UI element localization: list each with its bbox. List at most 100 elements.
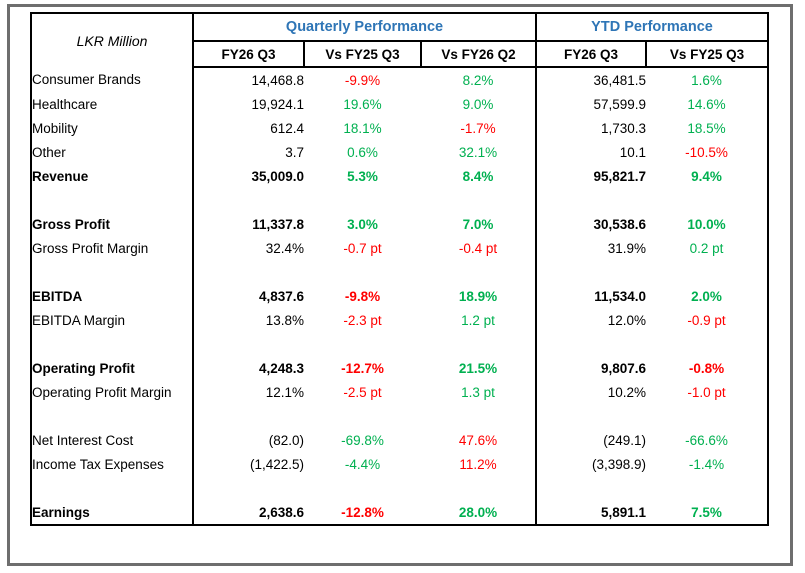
value-cell [421, 476, 538, 500]
value-cell [536, 476, 646, 500]
value-cell: 1.2 pt [421, 308, 538, 332]
row-label: Healthcare [31, 92, 194, 116]
row-label: Mobility [31, 116, 194, 140]
value-cell: -0.4 pt [421, 236, 538, 260]
value-cell: 18.1% [343, 120, 382, 136]
value-cell: 3.7 [285, 144, 304, 160]
value-cell [304, 332, 421, 356]
value-cell: 1,730.3 [600, 120, 647, 136]
value-cell: 18.5% [687, 120, 726, 136]
value-cell: (3,398.9) [591, 456, 647, 472]
value-cell [536, 332, 646, 356]
value-cell [536, 188, 646, 212]
value-cell: 95,821.7 [593, 168, 647, 184]
spacer-row [31, 332, 768, 356]
value-cell [421, 260, 538, 284]
ytd-performance-header: YTD Performance [591, 19, 713, 35]
value-cell: (82.0) [268, 432, 304, 448]
value-cell: 31.9% [607, 240, 647, 256]
value-cell [304, 260, 421, 284]
value-cell [193, 332, 304, 356]
value-cell: -9.9% [344, 72, 381, 88]
value-cell: -10.5% [685, 144, 728, 160]
row-label: Income Tax Expenses [31, 452, 194, 476]
value-cell [193, 476, 304, 500]
row-label: Gross Profit [31, 212, 194, 236]
units-label: LKR Million [31, 13, 194, 67]
value-cell [646, 188, 768, 212]
value-cell: -69.8% [341, 432, 384, 448]
row-label: EBITDA [31, 284, 194, 308]
value-cell: 9,807.6 [600, 360, 647, 376]
value-cell: 35,009.0 [251, 168, 304, 184]
spacer-row [31, 404, 768, 428]
value-cell: 19.6% [343, 96, 382, 112]
data-row: Revenue 35,009.0 5.3% 8.4% 95,821.7 9.4% [31, 164, 768, 188]
value-cell: 5.3% [347, 168, 378, 184]
value-cell: 10.1 [619, 144, 647, 160]
value-cell: 4,837.6 [258, 288, 304, 304]
data-row: EBITDA 4,837.6 -9.8% 18.9% 11,534.0 2.0% [31, 284, 768, 308]
value-cell: 9.4% [691, 168, 722, 184]
row-label: Gross Profit Margin [31, 236, 194, 260]
table-header: LKR Million Quarterly Performance YTD Pe… [31, 13, 770, 68]
subheader-ytd-vs-fy25-q3: Vs FY25 Q3 [645, 40, 770, 68]
row-label: Net Interest Cost [31, 428, 194, 452]
value-cell: (1,422.5) [249, 456, 304, 472]
table-body: Consumer Brands 14,468.8 -9.9% 8.2% 36,481.5… [31, 67, 768, 525]
spacer-row [31, 260, 768, 284]
quarterly-performance-header: Quarterly Performance [193, 13, 538, 41]
data-row: Net Interest Cost (82.0) -69.8% 47.6% (249.1… [31, 428, 768, 452]
row-label: Earnings [31, 500, 194, 525]
data-row: Other 3.7 0.6% 32.1% 10.1 -10.5% [31, 140, 768, 164]
value-cell: (249.1) [603, 432, 647, 448]
value-cell: 612.4 [270, 120, 304, 136]
value-cell: 12.0% [607, 312, 647, 328]
value-cell: -2.3 pt [343, 312, 382, 328]
row-label [31, 188, 194, 212]
row-label [31, 404, 194, 428]
value-cell [421, 404, 538, 428]
data-row: Income Tax Expenses (1,422.5) -4.4% 11.2% (3… [31, 452, 768, 476]
value-cell: 19,924.1 [251, 96, 304, 112]
value-cell: 7.0% [421, 212, 538, 236]
value-cell [421, 188, 538, 212]
value-cell: 12.1% [265, 384, 304, 400]
data-row: Mobility 612.4 18.1% -1.7% 1,730.3 18.5% [31, 116, 768, 140]
value-cell: 7.5% [691, 504, 722, 520]
value-cell: 28.0% [421, 500, 538, 525]
value-cell: 1.6% [691, 72, 722, 88]
row-label: Consumer Brands [31, 67, 194, 92]
group-header-row: LKR Million Quarterly Performance YTD Pe… [31, 13, 768, 67]
subheader-ytd-fy26-q3: FY26 Q3 [535, 40, 648, 68]
data-row: Operating Profit Margin 12.1% -2.5 pt 1.3 p… [31, 380, 768, 404]
data-row: Operating Profit 4,248.3 -12.7% 21.5% 9,807.… [31, 356, 768, 380]
spacer-row [31, 476, 768, 500]
row-label [31, 476, 194, 500]
value-cell: 2,638.6 [258, 504, 304, 520]
value-cell: -1.4% [688, 456, 725, 472]
value-cell: 47.6% [421, 428, 538, 452]
value-cell: 36,481.5 [593, 72, 647, 88]
value-cell: 57,599.9 [593, 96, 647, 112]
spacer-row [31, 188, 768, 212]
value-cell [304, 404, 421, 428]
value-cell [193, 404, 304, 428]
value-cell: -9.8% [344, 288, 381, 304]
data-row: Healthcare 19,924.1 19.6% 9.0% 57,599.9 14.6% [31, 92, 768, 116]
data-row: Gross Profit 11,337.8 3.0% 7.0% 30,538.6 10.0… [31, 212, 768, 236]
value-cell: -4.4% [344, 456, 381, 472]
value-cell: 11,337.8 [252, 216, 304, 232]
value-cell: 5,891.1 [600, 504, 647, 520]
data-row: Gross Profit Margin 32.4% -0.7 pt -0.4 pt 31… [31, 236, 768, 260]
data-row: Earnings 2,638.6 -12.8% 28.0% 5,891.1 7.5% [31, 500, 768, 525]
value-cell: 9.0% [421, 92, 538, 116]
value-cell: -0.9 pt [687, 312, 726, 328]
value-cell: -2.5 pt [343, 384, 382, 400]
subheader-quarterly-vs-fy25-q3: Vs FY25 Q3 [303, 40, 422, 68]
row-label: Operating Profit Margin [31, 380, 194, 404]
value-cell: -0.8% [688, 360, 725, 376]
value-cell: 0.2 pt [689, 240, 724, 256]
value-cell: 11,534.0 [594, 288, 647, 304]
